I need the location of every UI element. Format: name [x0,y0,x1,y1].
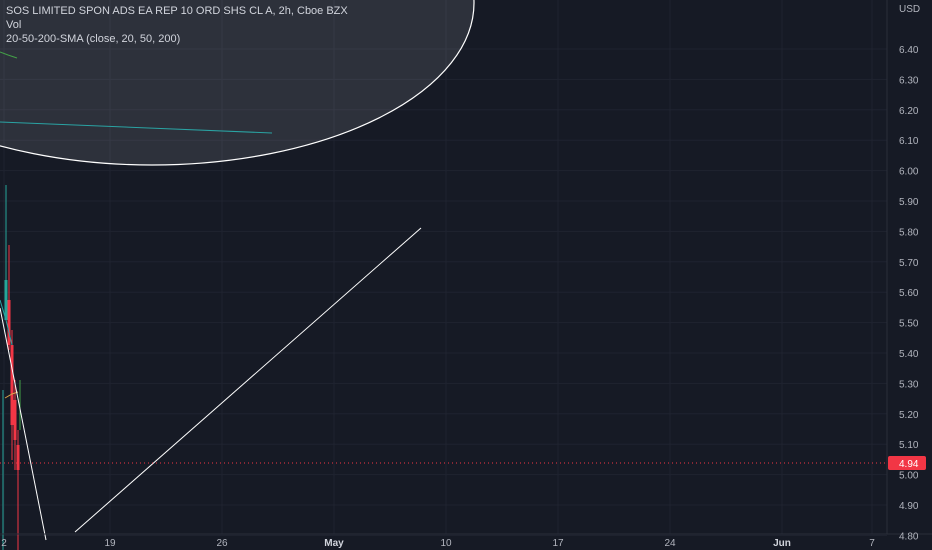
current-price-value: 4.94 [899,459,919,470]
time-axis[interactable]: 2 19 26 May 10 17 24 Jun 7 [1,538,875,549]
trendline-down[interactable] [0,307,47,541]
price-tick-label: 5.60 [899,288,919,299]
time-tick-label: 2 [1,538,7,549]
ellipse-drawing[interactable] [0,0,475,166]
time-tick-label: 24 [664,538,676,549]
price-tick-label: 5.90 [899,197,919,208]
price-tick-label: 6.00 [899,167,919,178]
price-tick-label: 5.30 [899,379,919,390]
time-tick-label: Jun [773,538,791,549]
price-tick-label: 5.70 [899,258,919,269]
chart-legend: SOS LIMITED SPON ADS EA REP 10 ORD SHS C… [6,4,348,46]
time-tick-label: 7 [869,538,875,549]
price-tick-label: 6.30 [899,75,919,86]
sma-indicator-label[interactable]: 20-50-200-SMA (close, 20, 50, 200) [6,33,181,45]
price-tick-label: 5.80 [899,227,919,238]
currency-label: USD [899,4,920,15]
trendline-up[interactable] [74,227,422,533]
volume-indicator-label[interactable]: Vol [6,19,22,31]
time-tick-label: 26 [216,538,228,549]
price-tick-label: 6.20 [899,106,919,117]
chart-grid [0,0,887,536]
price-tick-label: 5.10 [899,440,919,451]
time-tick-label: 19 [104,538,116,549]
price-tick-label: 6.10 [899,136,919,147]
price-tick-label: 5.40 [899,349,919,360]
sma-line-green [0,51,18,59]
price-tick-label: 5.50 [899,319,919,330]
price-tick-label: 4.80 [899,531,919,542]
current-price-badge: 4.94 [888,456,926,470]
time-tick-label: May [324,538,344,549]
time-tick-label: 10 [440,538,452,549]
candles [0,185,21,550]
price-tick-label: 5.20 [899,410,919,421]
time-tick-label: 17 [552,538,564,549]
price-tick-label: 4.90 [899,501,919,512]
price-tick-label: 5.00 [899,471,919,482]
price-axis[interactable]: USD 6.40 6.30 6.20 6.10 6.00 5.90 5.80 5.70 5.60 5… [899,4,920,542]
price-tick-label: 6.40 [899,45,919,56]
symbol-title[interactable]: SOS LIMITED SPON ADS EA REP 10 ORD SHS C… [6,5,348,17]
sma-line-teal [0,121,273,134]
